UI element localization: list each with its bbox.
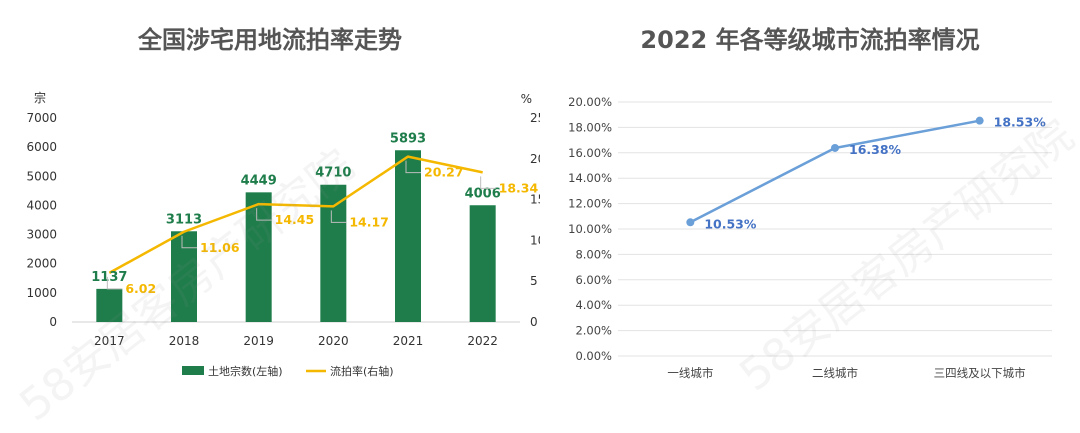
y-right-unit: %: [521, 92, 532, 106]
rate-value-label: 18.34: [499, 180, 539, 195]
y-tick-label: 6.00%: [575, 273, 612, 287]
legend-bar-swatch: [182, 366, 204, 375]
bar-value-label: 5893: [390, 131, 426, 146]
y-left-tick-label: 1000: [26, 286, 57, 300]
rate-line: [689, 119, 980, 224]
x-tick-label: 2021: [393, 334, 424, 348]
bar-2019: [245, 192, 272, 322]
y-right-tick-label: 25: [530, 111, 540, 125]
bar-2017: [96, 288, 123, 322]
y-left-unit: 宗: [34, 90, 46, 105]
y-left-tick-label: 0: [49, 315, 57, 329]
x-tick-label: 三四线及以下城市: [934, 366, 1026, 380]
rate-value-label: 20.27: [424, 165, 464, 180]
legend-bar-label: 土地宗数(左轴): [208, 364, 283, 378]
legend-line-label: 流拍率(右轴): [330, 364, 394, 378]
bar-2018: [171, 231, 197, 322]
rate-value-label: 11.06: [200, 240, 240, 255]
x-tick-label: 2018: [169, 334, 200, 348]
rate-value-label: 6.02: [125, 281, 156, 296]
y-left-tick-label: 3000: [26, 228, 57, 242]
y-tick-label: 18.00%: [568, 120, 612, 134]
y-right-tick-label: 0: [530, 315, 538, 329]
bar-2022: [469, 205, 496, 322]
x-tick-label: 2022: [467, 334, 498, 348]
bar-value-label: 4006: [465, 186, 501, 201]
y-tick-label: 4.00%: [575, 298, 612, 312]
rate-line: [108, 155, 483, 274]
y-left-tick-label: 5000: [26, 169, 57, 183]
data-point: [975, 116, 984, 125]
value-label: 16.38%: [849, 142, 902, 157]
chart2-title: 2022 年各等级城市流拍率情况: [640, 26, 980, 54]
x-tick-label: 2020: [318, 334, 349, 348]
y-tick-label: 14.00%: [568, 171, 612, 185]
y-right-tick-label: 10: [530, 233, 540, 247]
data-point: [831, 143, 839, 152]
x-tick-label: 2019: [243, 334, 274, 348]
data-point: [686, 218, 695, 227]
y-left-tick-label: 4000: [26, 198, 57, 212]
y-right-tick-label: 15: [530, 193, 540, 207]
chart1-title: 全国涉宅用地流拍率走势: [138, 26, 402, 54]
y-tick-label: 0.00%: [575, 349, 612, 363]
rate-value-label: 14.17: [349, 214, 389, 229]
y-left-tick-label: 6000: [26, 140, 57, 154]
y-tick-label: 2.00%: [575, 324, 612, 338]
rate-leader-line: [181, 235, 197, 249]
value-label: 18.53%: [994, 115, 1047, 130]
y-tick-label: 16.00%: [568, 146, 612, 160]
x-tick-label: 2017: [94, 334, 125, 348]
x-tick-label: 二线城市: [812, 366, 858, 380]
chart2-city-tier-rate: 0.00% 2.00% 4.00% 6.00% 8.00% 10.00% 12.00% 14.…: [568, 95, 1052, 380]
y-tick-label: 10.00%: [568, 222, 612, 236]
bar-value-label: 1137: [91, 270, 127, 285]
y-tick-label: 20.00%: [568, 95, 612, 109]
value-label: 10.53%: [704, 216, 757, 231]
bar-2021: [395, 150, 421, 322]
rate-leader-line: [480, 176, 496, 189]
bar-value-label: 3113: [166, 212, 202, 227]
y-left-tick-label: 7000: [26, 111, 57, 125]
rate-leader-line: [256, 208, 272, 221]
bar-value-label: 4449: [241, 173, 277, 188]
x-tick-label: 一线城市: [667, 366, 713, 380]
y-right-tick-label: 20: [530, 152, 540, 166]
rate-value-label: 14.45: [275, 212, 315, 227]
chart1-land-auction: 宗%01000200030004000500060007000051015202…: [26, 90, 540, 378]
rate-leader-line: [405, 160, 421, 174]
y-left-tick-label: 2000: [26, 257, 57, 271]
y-right-tick-label: 5: [530, 274, 538, 288]
y-tick-label: 12.00%: [568, 197, 612, 211]
rate-leader-line: [106, 276, 123, 290]
y-tick-label: 8.00%: [575, 247, 612, 261]
rate-leader-line: [330, 210, 347, 223]
bar-value-label: 4710: [315, 166, 351, 181]
